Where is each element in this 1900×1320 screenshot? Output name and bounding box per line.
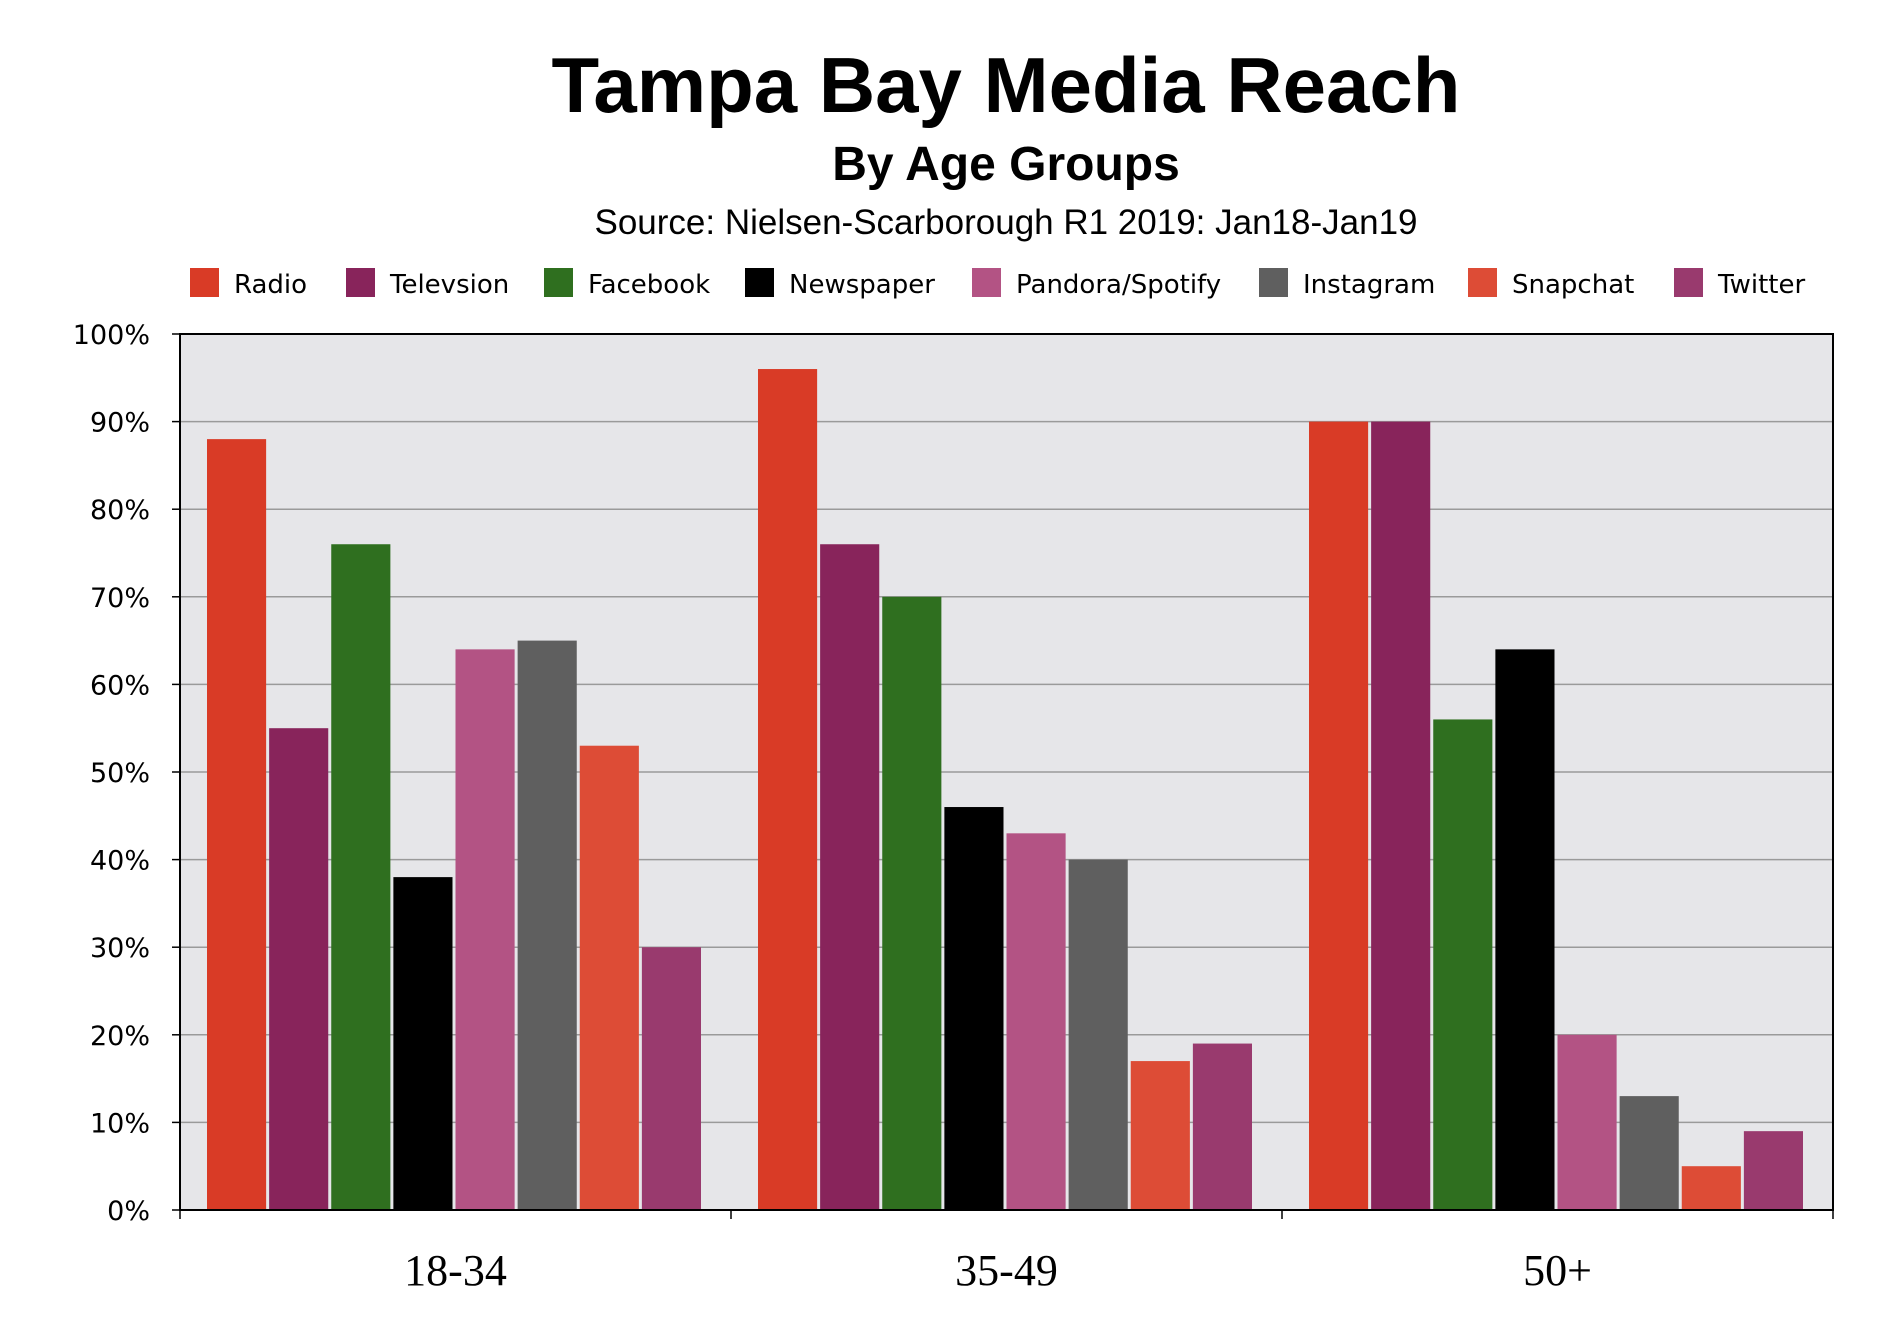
- legend-label: Radio: [234, 270, 307, 300]
- legend-swatch: [1259, 268, 1288, 297]
- bar-newspaper-35-49: [944, 807, 1004, 1210]
- x-tick-label: 50+: [1523, 1246, 1592, 1295]
- bar-newspaper-50-: [1495, 649, 1555, 1210]
- x-tick-label: 18-34: [404, 1246, 507, 1295]
- legend-swatch: [1468, 268, 1497, 297]
- bar-televsion-50-: [1371, 421, 1431, 1211]
- y-tick-label: 0%: [107, 1196, 150, 1227]
- bar-pandora-spotify-18-34: [455, 649, 515, 1210]
- legend-swatch: [346, 268, 375, 297]
- bar-snapchat-35-49: [1130, 1061, 1190, 1210]
- bar-instagram-18-34: [517, 640, 577, 1210]
- bar-twitter-50-: [1743, 1131, 1803, 1210]
- bar-twitter-35-49: [1192, 1043, 1252, 1210]
- bar-pandora-spotify-35-49: [1006, 833, 1066, 1210]
- y-tick-label: 90%: [90, 408, 150, 439]
- bar-televsion-18-34: [269, 728, 329, 1210]
- y-tick-label: 50%: [90, 758, 150, 789]
- y-tick-label: 80%: [90, 495, 150, 526]
- legend-swatch: [190, 268, 219, 297]
- bar-snapchat-50-: [1681, 1166, 1741, 1210]
- bar-radio-50-: [1309, 421, 1369, 1211]
- legend-swatch: [972, 268, 1001, 297]
- bar-snapchat-18-34: [579, 745, 639, 1210]
- y-tick-label: 40%: [90, 846, 150, 877]
- chart-subtitle: By Age Groups: [832, 138, 1180, 191]
- plot-area: 0% 10% 20% 30% 40% 50% 60% 70% 80% 90% 100% 18-34 35…: [73, 320, 1834, 1295]
- legend-label: Snapchat: [1512, 270, 1634, 300]
- legend-label: Newspaper: [789, 270, 935, 300]
- chart-title: Tampa Bay Media Reach: [552, 41, 1461, 129]
- y-tick-label: 10%: [90, 1108, 150, 1139]
- bar-facebook-18-34: [331, 544, 391, 1210]
- bar-pandora-spotify-50-: [1557, 1034, 1617, 1210]
- bar-televsion-35-49: [820, 544, 880, 1210]
- legend-label: Televsion: [389, 270, 509, 300]
- x-tick-label: 35-49: [955, 1246, 1058, 1295]
- bar-radio-18-34: [207, 439, 267, 1210]
- bar-twitter-18-34: [641, 947, 701, 1210]
- y-tick-label: 70%: [90, 583, 150, 614]
- bar-facebook-35-49: [882, 596, 942, 1210]
- bar-radio-35-49: [758, 369, 818, 1210]
- y-tick-label: 30%: [90, 933, 150, 964]
- legend-swatch: [544, 268, 573, 297]
- plot-border: [179, 333, 1834, 1211]
- legend-swatch: [745, 268, 774, 297]
- chart-source: Source: Nielsen-Scarborough R1 2019: Jan…: [594, 203, 1417, 242]
- y-tick-label: 100%: [73, 320, 150, 351]
- legend-label: Facebook: [588, 270, 710, 300]
- bar-facebook-50-: [1433, 719, 1493, 1210]
- legend-swatch: [1674, 268, 1703, 297]
- legend-label: Instagram: [1303, 270, 1435, 300]
- legend: Radio Televsion Facebook Newspaper Pandora/S…: [190, 268, 1805, 300]
- y-tick-label: 60%: [90, 670, 150, 701]
- bar-instagram-50-: [1619, 1096, 1679, 1210]
- bar-instagram-35-49: [1068, 859, 1128, 1210]
- legend-label: Pandora/Spotify: [1016, 270, 1221, 300]
- legend-label: Twitter: [1717, 270, 1805, 300]
- y-tick-label: 20%: [90, 1021, 150, 1052]
- bar-newspaper-18-34: [393, 877, 453, 1210]
